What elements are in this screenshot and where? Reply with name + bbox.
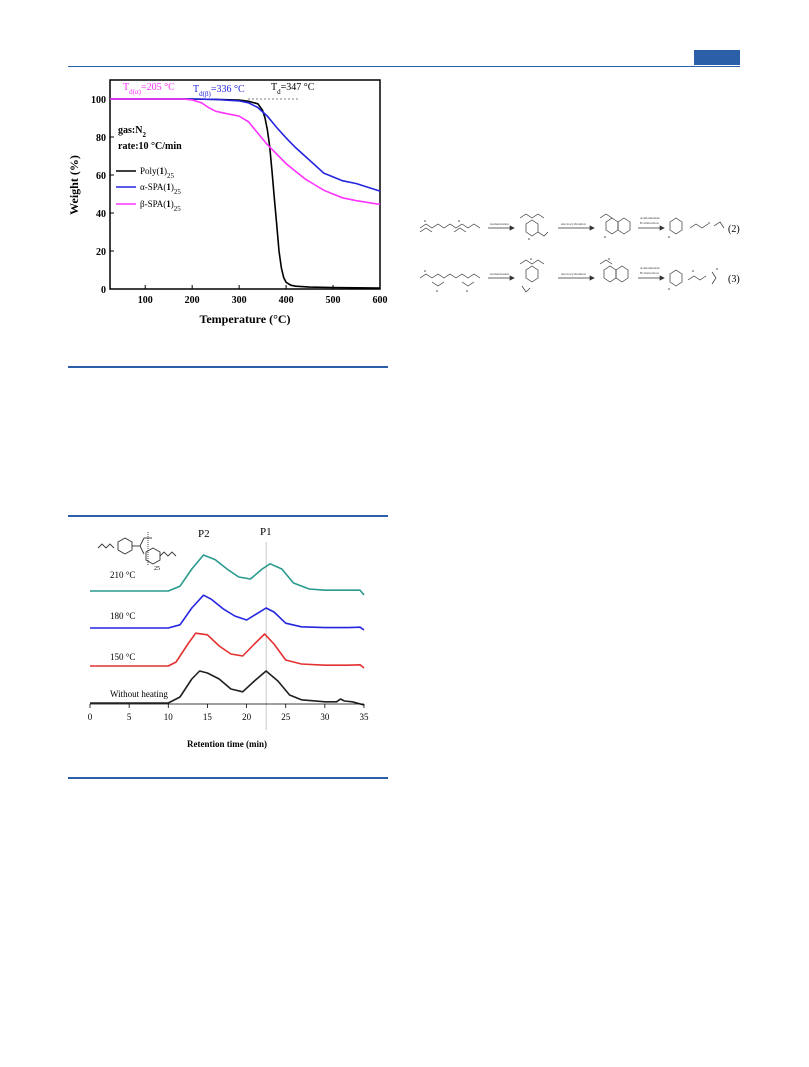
tga-xtick-label: 200	[185, 295, 200, 306]
gpc-xtick-label: 20	[242, 712, 252, 722]
s2-r5: R	[668, 235, 671, 239]
tga-xtick-label: 600	[373, 295, 388, 306]
s2-arom: aromatization/	[640, 216, 660, 220]
scheme-3-labels: isomerization electrocyclization aromati…	[424, 257, 719, 293]
td-label: Td=347 °C	[271, 82, 315, 96]
s3-r8: R	[716, 267, 719, 271]
gpc-xtick-label: 0	[88, 712, 93, 722]
gpc-structure	[97, 532, 177, 566]
header-block	[694, 50, 740, 65]
tga-xtick-label: 100	[138, 295, 153, 306]
td-beta-label: Td(β)=336 °C	[193, 84, 245, 98]
s3-r3: R	[466, 289, 469, 293]
legend-label-beta: β-SPA(1)25	[140, 199, 181, 213]
tga-gas: gas:N2	[118, 125, 146, 139]
gpc-xtick-label: 15	[203, 712, 213, 722]
tga-series-1	[110, 98, 381, 192]
tga-xlabel: Temperature (°C)	[199, 312, 290, 326]
s3-r5: R	[608, 257, 611, 261]
gpc-xtick-label: 25	[281, 712, 291, 722]
gpc-xtick-label: 35	[360, 712, 370, 722]
s3-arom: aromatization/	[640, 266, 660, 270]
scheme-3	[419, 259, 717, 293]
gpc-label-without: Without heating	[110, 689, 168, 699]
tga-rate: rate:10 °C/min	[118, 141, 182, 152]
td-alpha-label: Td(α)=205 °C	[123, 82, 175, 96]
scheme-3-number: (3)	[728, 274, 740, 285]
tga-legend: Poly(1)25 α-SPA(1)25 β-SPA(1)25	[116, 166, 181, 213]
gpc-lines	[90, 554, 365, 706]
tga-ytick-label: 20	[96, 247, 106, 258]
legend-label-alpha: α-SPA(1)25	[140, 182, 181, 196]
s3-r2: R	[436, 289, 439, 293]
gpc-xtick-label: 5	[127, 712, 132, 722]
s3-r4: R	[530, 257, 533, 261]
gpc-series-3	[90, 670, 365, 706]
tga-ytick-label: 60	[96, 171, 106, 182]
reaction-schemes: isomerization electrocyclization aromati…	[419, 213, 740, 293]
gpc-structure-subscript: 25	[154, 566, 160, 572]
tga-xtick-label: 400	[279, 295, 294, 306]
s2-r2: R	[458, 219, 461, 223]
gpc-series-2	[90, 632, 365, 669]
scheme-2	[419, 213, 725, 237]
divider-3	[68, 777, 388, 779]
tga-ticks: 100 200 300 400 500 600 0 20 40 60 80 100	[91, 95, 388, 306]
tga-series-2	[110, 98, 381, 206]
tga-ytick-label: 0	[101, 285, 106, 296]
s3-r6: R	[668, 287, 671, 291]
divider-1	[68, 366, 388, 368]
s3-habs: H abstraction	[640, 271, 659, 275]
legend-label-poly: Poly(1)25	[140, 166, 175, 180]
tga-ytick-label: 100	[91, 95, 106, 106]
s3-r7: R	[692, 269, 695, 273]
s2-r3: R	[528, 237, 531, 241]
peak-p1-label: P1	[260, 526, 272, 538]
s3-isom: isomerization	[490, 272, 509, 276]
tga-ylabel: Weight (%)	[68, 155, 81, 215]
s2-habs: H abstraction	[640, 221, 659, 225]
tga-chart: 100 200 300 400 500 600 0 20 40 60 80 100 Weight (%…	[68, 79, 388, 326]
tga-xtick-label: 500	[326, 295, 341, 306]
divider-2	[68, 515, 388, 517]
tga-axes	[109, 79, 381, 290]
gpc-xtick-label: 10	[164, 712, 174, 722]
tga-ytick-label: 80	[96, 133, 106, 144]
gpc-chart: 25 P2 P1 210 °C 180 °C 150 °C Without he…	[88, 526, 369, 749]
gpc-xlabel: Retention time (min)	[187, 739, 267, 749]
s2-r6: R	[708, 221, 711, 225]
gpc-series-1	[90, 594, 365, 631]
tga-lines	[110, 98, 381, 289]
s2-isom: isomerization	[490, 222, 509, 226]
peak-p2-label: P2	[198, 528, 210, 540]
s3-r1: R	[424, 269, 427, 273]
gpc-xtick-label: 30	[320, 712, 330, 722]
gpc-label-180: 180 °C	[110, 611, 135, 621]
tga-series-0	[110, 98, 381, 289]
s3-electro: electrocyclization	[561, 272, 586, 276]
tga-xtick-label: 300	[232, 295, 247, 306]
s2-r1: R	[424, 219, 427, 223]
s2-electro: electrocyclization	[561, 222, 586, 226]
s2-r4: R	[604, 235, 607, 239]
gpc-label-150: 150 °C	[110, 652, 135, 662]
gpc-label-210: 210 °C	[110, 570, 135, 580]
gpc-series-0	[90, 554, 365, 596]
scheme-2-labels: isomerization electrocyclization aromati…	[424, 216, 711, 241]
header-rule	[68, 66, 740, 67]
tga-ytick-label: 40	[96, 209, 106, 220]
scheme-2-number: (2)	[728, 224, 740, 235]
gpc-ticks: 0 5 10 15 20 25 30 35	[88, 704, 369, 722]
